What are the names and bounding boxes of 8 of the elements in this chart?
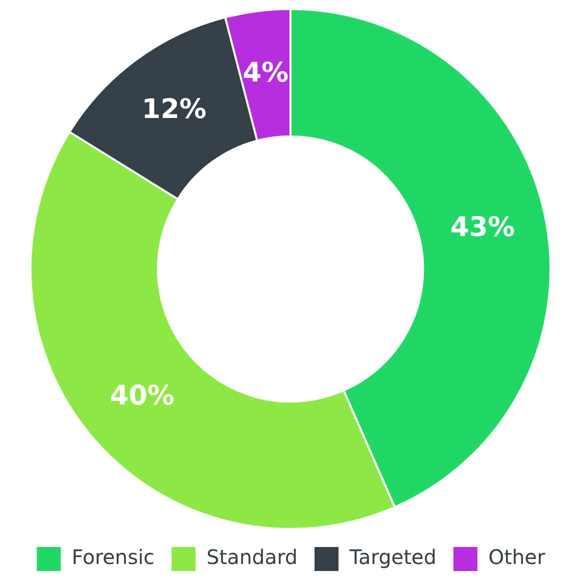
legend-label: Targeted: [348, 545, 436, 570]
legend-label: Forensic: [72, 545, 155, 570]
legend-label: Standard: [206, 545, 298, 570]
data-label: 4%: [242, 57, 289, 88]
data-label: 40%: [110, 380, 174, 412]
data-label: 43%: [450, 212, 515, 243]
data-label: 12%: [142, 94, 206, 125]
legend-label: Other: [488, 545, 546, 570]
